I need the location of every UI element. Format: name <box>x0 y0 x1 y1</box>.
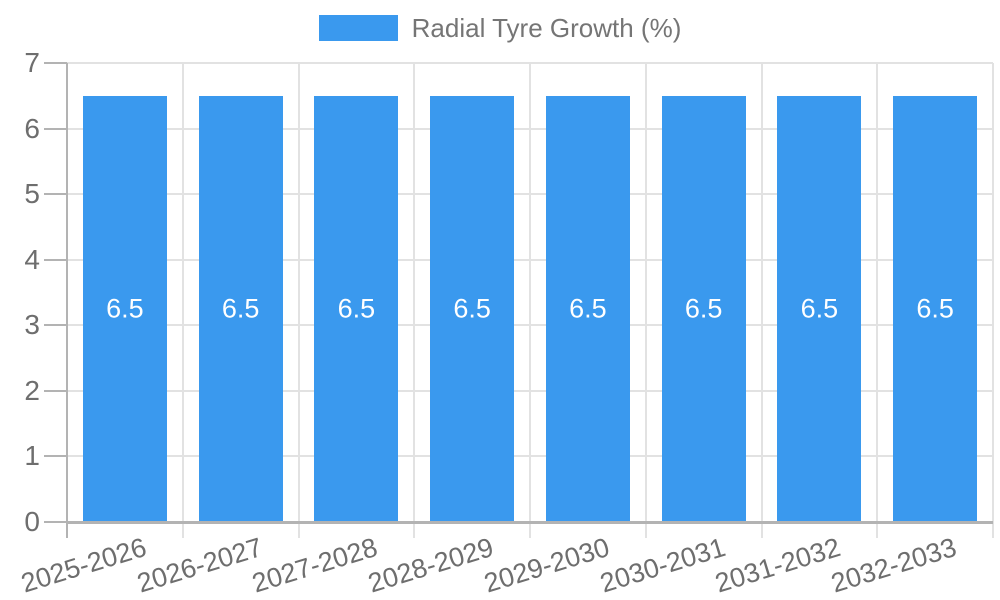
y-axis-tick <box>44 193 67 196</box>
y-axis-tick-label: 1 <box>24 440 40 472</box>
bar-value-label: 6.5 <box>569 293 607 324</box>
y-axis-tick <box>44 521 67 523</box>
legend-swatch-icon <box>318 15 398 42</box>
x-axis-label: 2029-2030 <box>480 532 613 599</box>
bar[interactable] <box>661 95 746 522</box>
x-axis-label: 2025-2026 <box>17 532 150 599</box>
legend[interactable]: Radial Tyre Growth (%) <box>0 14 1000 43</box>
bar-value-label: 6.5 <box>684 293 723 324</box>
x-gridline <box>181 63 184 538</box>
bar[interactable] <box>777 95 862 522</box>
bar[interactable] <box>314 95 399 522</box>
x-gridline <box>992 63 994 538</box>
y-axis-tick-label: 0 <box>24 506 40 537</box>
bar[interactable] <box>198 95 283 522</box>
y-axis-tick-label: 4 <box>24 243 40 275</box>
x-axis-line <box>67 521 993 524</box>
x-axis-label: 2028-2029 <box>364 532 497 599</box>
y-axis-tick <box>44 127 67 130</box>
y-axis-tick-label: 3 <box>24 309 40 341</box>
y-axis-tick-label: 6 <box>24 112 40 144</box>
bar[interactable] <box>430 95 515 522</box>
bar-value-label: 6.5 <box>453 293 491 324</box>
y-axis-tick <box>44 389 67 392</box>
x-gridline <box>413 63 416 538</box>
x-axis-label: 2027-2028 <box>248 532 382 599</box>
bar-value-label: 6.5 <box>221 293 260 324</box>
x-gridline <box>876 63 879 538</box>
legend-label: Radial Tyre Growth (%) <box>411 13 682 43</box>
bar-value-label: 6.5 <box>800 293 839 324</box>
y-axis-tick-label: 7 <box>24 47 40 78</box>
y-axis-line <box>66 63 68 538</box>
bar[interactable] <box>82 95 167 522</box>
y-axis-tick-label: 5 <box>24 178 40 210</box>
bar-value-label: 6.5 <box>337 293 376 324</box>
bar-value-label: 6.5 <box>916 293 954 324</box>
y-axis-tick <box>44 324 67 327</box>
y-axis-tick <box>44 258 67 261</box>
x-axis-label: 2031-2032 <box>711 532 845 599</box>
x-gridline <box>760 63 763 538</box>
x-axis-label: 2030-2031 <box>596 532 729 599</box>
y-axis-tick-label: 2 <box>24 374 40 406</box>
x-gridline <box>644 63 647 538</box>
bar[interactable] <box>545 95 630 522</box>
y-axis-tick <box>44 455 67 458</box>
x-axis-label: 2026-2027 <box>133 532 266 599</box>
x-gridline <box>297 63 300 538</box>
bar-value-label: 6.5 <box>106 293 144 324</box>
x-axis-label: 2032-2033 <box>827 532 960 599</box>
x-gridline <box>529 63 531 538</box>
bar[interactable] <box>893 95 978 522</box>
y-axis-tick <box>44 62 67 64</box>
